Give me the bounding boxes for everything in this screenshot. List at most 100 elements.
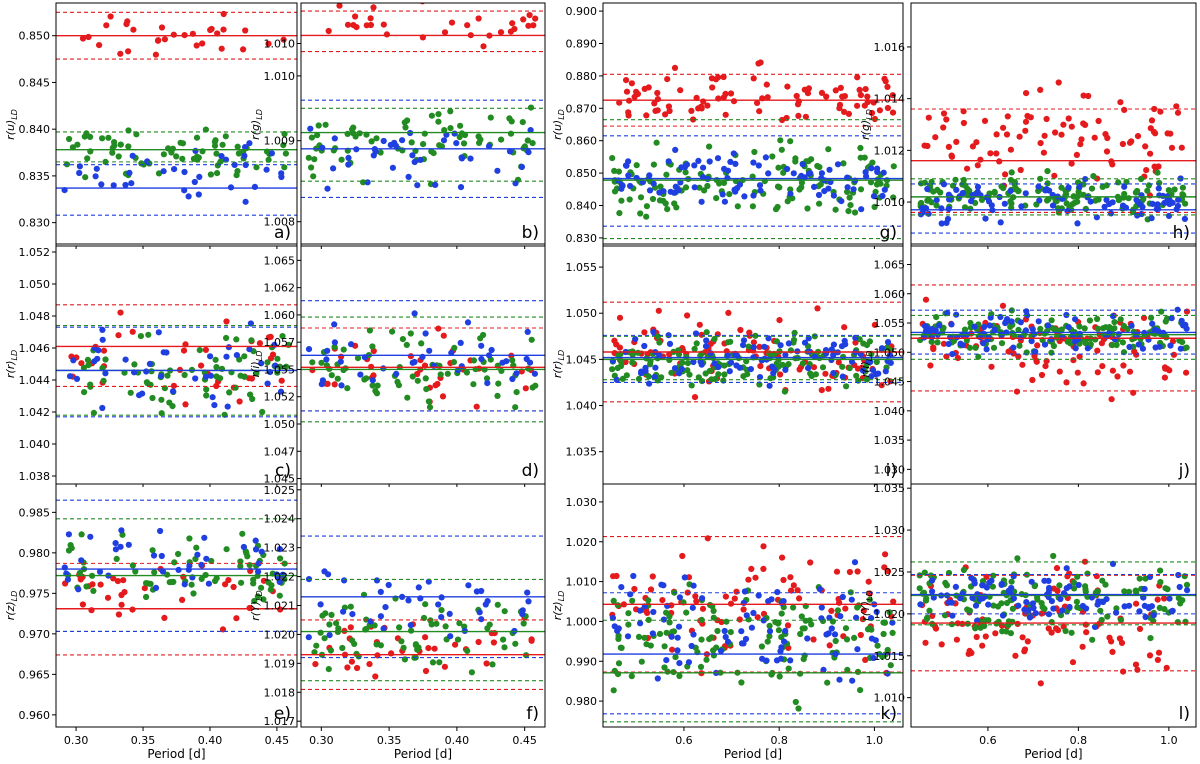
ytick-label: 1.020 bbox=[874, 608, 906, 621]
point-g-1-75 bbox=[701, 187, 708, 194]
point-j-0-66 bbox=[1094, 369, 1101, 376]
point-i-2-3 bbox=[848, 358, 856, 365]
point-l-2-88 bbox=[1045, 589, 1052, 596]
point-h-0-53 bbox=[1022, 127, 1029, 134]
point-h-2-29 bbox=[938, 220, 945, 227]
point-i-2-2 bbox=[838, 343, 846, 350]
ytick-label: 1.016 bbox=[874, 41, 906, 54]
point-k-1-87 bbox=[843, 636, 851, 643]
point-k-2-89 bbox=[660, 582, 667, 589]
point-k-0-83 bbox=[647, 586, 655, 593]
point-h-2-24 bbox=[1007, 187, 1014, 195]
point-h-2-68 bbox=[1165, 212, 1173, 219]
point-g-1-109 bbox=[792, 155, 799, 162]
point-j-1-57 bbox=[1106, 324, 1113, 331]
point-a-2-11 bbox=[126, 169, 133, 176]
point-h-0-37 bbox=[1080, 120, 1087, 127]
point-b-1-31 bbox=[308, 164, 315, 171]
panel-label: i) bbox=[886, 461, 897, 481]
point-h-1-136 bbox=[998, 183, 1005, 190]
point-f-2-29 bbox=[482, 601, 489, 608]
ytick-label: 0.990 bbox=[566, 655, 598, 668]
point-k-2-9 bbox=[854, 646, 861, 653]
point-i-2-77 bbox=[698, 361, 705, 368]
point-c-0-20 bbox=[198, 362, 205, 369]
point-g-1-127 bbox=[609, 155, 616, 162]
ytick-label: 0.880 bbox=[566, 70, 598, 83]
point-d-1-3 bbox=[369, 343, 376, 350]
point-j-2-69 bbox=[981, 323, 988, 331]
point-k-1-110 bbox=[670, 628, 678, 635]
point-i-2-48 bbox=[632, 336, 639, 343]
axes-frame bbox=[910, 2, 1197, 247]
point-f-2-6 bbox=[317, 601, 324, 608]
point-j-1-115 bbox=[961, 326, 969, 333]
point-h-2-31 bbox=[1121, 183, 1128, 190]
point-k-0-37 bbox=[659, 597, 666, 604]
ytick-label: 1.044 bbox=[19, 374, 51, 387]
point-c-1-59 bbox=[203, 392, 210, 399]
point-c-1-37 bbox=[264, 359, 271, 366]
point-k-0-36 bbox=[745, 576, 752, 583]
point-f-2-1 bbox=[380, 625, 387, 632]
point-d-2-21 bbox=[488, 346, 495, 354]
point-c-2-34 bbox=[95, 347, 102, 354]
point-a-2-6 bbox=[92, 173, 99, 180]
point-k-2-8 bbox=[851, 559, 859, 566]
point-k-2-25 bbox=[884, 670, 891, 677]
point-i-1-122 bbox=[684, 367, 691, 374]
point-b-0-3 bbox=[475, 15, 482, 22]
point-b-0-8 bbox=[367, 15, 374, 22]
point-i-2-85 bbox=[768, 363, 776, 370]
point-h-0-70 bbox=[1168, 144, 1176, 151]
point-a-1-49 bbox=[83, 130, 90, 137]
panel-label: d) bbox=[522, 461, 539, 481]
point-b-2-33 bbox=[372, 148, 379, 155]
point-j-2-14 bbox=[971, 323, 978, 330]
point-i-0-57 bbox=[641, 329, 648, 336]
point-g-2-71 bbox=[868, 165, 875, 172]
ytick-label: 0.860 bbox=[566, 135, 598, 148]
point-a-1-37 bbox=[74, 141, 81, 148]
point-j-1-119 bbox=[1179, 339, 1186, 346]
point-e-1-7 bbox=[237, 563, 244, 570]
point-g-1-123 bbox=[663, 171, 670, 178]
point-g-1-104 bbox=[713, 195, 720, 202]
point-g-2-57 bbox=[870, 193, 878, 200]
point-k-2-54 bbox=[674, 634, 681, 641]
point-j-2-6 bbox=[1065, 324, 1072, 331]
point-h-1-122 bbox=[1007, 198, 1014, 205]
ytick-label: 1.035 bbox=[566, 446, 598, 459]
point-l-1-120 bbox=[1007, 630, 1015, 637]
point-e-0-7 bbox=[115, 611, 122, 618]
point-g-1-49 bbox=[706, 143, 713, 150]
point-a-2-33 bbox=[242, 144, 249, 151]
point-c-1-40 bbox=[274, 355, 281, 362]
point-i-2-29 bbox=[671, 365, 679, 372]
xtick-label: 0.35 bbox=[377, 734, 402, 747]
point-k-1-72 bbox=[792, 698, 799, 706]
point-b-2-5 bbox=[417, 156, 424, 163]
point-l-1-138 bbox=[1074, 604, 1081, 611]
point-g-1-39 bbox=[796, 186, 803, 193]
point-j-2-24 bbox=[936, 322, 943, 329]
point-l-2-42 bbox=[1166, 595, 1173, 602]
point-c-1-2 bbox=[158, 396, 165, 403]
panel-label: g) bbox=[880, 223, 897, 243]
point-g-0-89 bbox=[715, 74, 722, 81]
point-h-2-50 bbox=[1175, 196, 1182, 203]
point-e-2-32 bbox=[152, 584, 160, 592]
point-k-1-64 bbox=[643, 641, 650, 648]
point-g-1-106 bbox=[851, 209, 859, 216]
point-d-2-30 bbox=[393, 370, 400, 377]
point-k-1-109 bbox=[868, 626, 875, 633]
point-k-0-38 bbox=[736, 616, 743, 623]
point-i-0-24 bbox=[810, 364, 818, 371]
point-j-1-55 bbox=[990, 344, 998, 351]
point-b-0-16 bbox=[526, 12, 533, 19]
point-g-2-78 bbox=[811, 183, 818, 190]
point-i-1-119 bbox=[853, 372, 860, 379]
point-b-2-17 bbox=[331, 135, 338, 142]
point-b-1-22 bbox=[460, 140, 468, 147]
point-h-1-133 bbox=[1182, 200, 1189, 207]
